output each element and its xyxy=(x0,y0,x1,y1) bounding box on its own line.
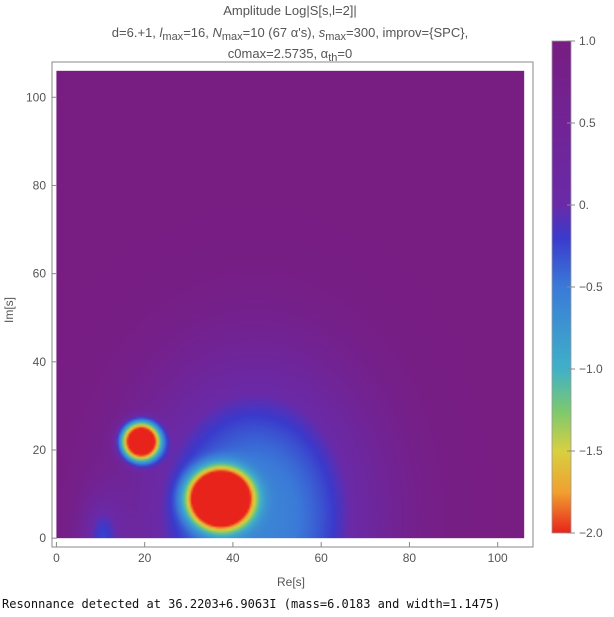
x-tick-label: 20 xyxy=(138,551,152,565)
y-tick-label: 0 xyxy=(39,531,46,545)
chart-subtitle-line2: c0max=2.5735, αth=0 xyxy=(228,46,352,64)
colorbar-tick-label: −0.5 xyxy=(579,280,603,294)
y-axis-ticks: 0 20 40 60 80 100 xyxy=(26,90,57,545)
y-tick-label: 60 xyxy=(33,267,47,281)
chart-title: Amplitude Log|S[s,l=2]| xyxy=(223,3,357,18)
x-tick-label: 0 xyxy=(53,551,60,565)
colorbar-tick-label: −1.0 xyxy=(579,362,603,376)
colorbar-tick-label: 0. xyxy=(579,198,589,212)
x-tick-label: 60 xyxy=(315,551,329,565)
y-tick-label: 100 xyxy=(26,90,46,104)
y-tick-label: 20 xyxy=(33,443,47,457)
colorbar-ticks: 1.0 0.5 0. −0.5 −1.0 −1.5 −2.0 xyxy=(567,34,603,540)
chart-subtitle-line1: d=6.+1, lmax=16, Nmax=10 (67 α's), smax=… xyxy=(112,25,468,43)
x-tick-label: 40 xyxy=(226,551,240,565)
colorbar-tick-label: −2.0 xyxy=(579,526,603,540)
plot-frame xyxy=(51,61,534,548)
colorbar-tick-label: 0.5 xyxy=(579,116,596,130)
plot-area xyxy=(56,70,525,539)
x-axis-ticks: 0 20 40 60 80 100 xyxy=(53,542,508,565)
x-axis-label: Re[s] xyxy=(277,575,305,589)
colorbar-tick-label: −1.5 xyxy=(579,444,603,458)
chart: Amplitude Log|S[s,l=2]| d=6.+1, lmax=16,… xyxy=(2,3,603,589)
x-tick-label: 80 xyxy=(403,551,417,565)
x-tick-label: 100 xyxy=(488,551,508,565)
y-tick-label: 40 xyxy=(33,355,47,369)
colorbar-tick-label: 1.0 xyxy=(579,34,596,48)
resonance-message: Resonnance detected at 36.2203+6.9063I (… xyxy=(2,597,501,611)
y-tick-label: 80 xyxy=(33,178,47,192)
y-axis-label: Im[s] xyxy=(2,297,16,323)
heatmap xyxy=(56,70,525,539)
